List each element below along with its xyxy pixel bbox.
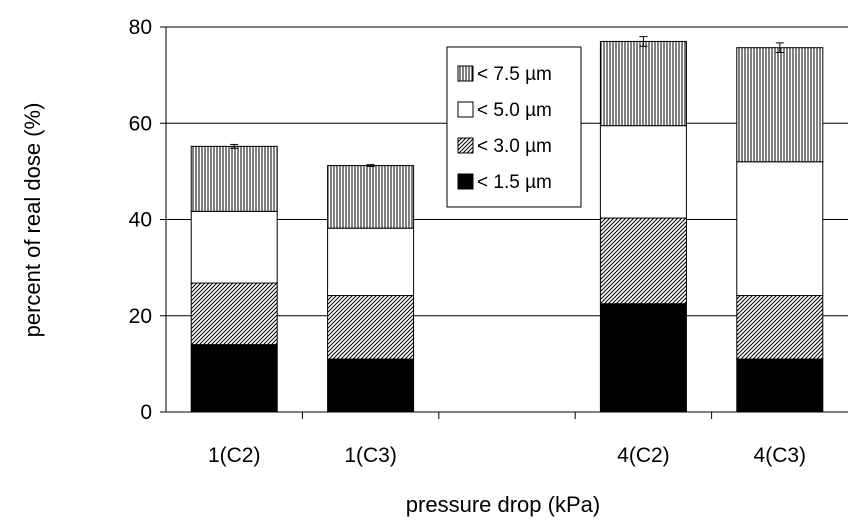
y-tick-label: 80 <box>129 16 152 39</box>
bar-segment <box>190 210 278 284</box>
x-axis-title: pressure drop (kPa) <box>406 492 600 517</box>
error-bars <box>230 36 784 168</box>
legend-label: < 3.0 µm <box>477 136 552 157</box>
bar-segment <box>599 303 687 413</box>
bar-segment <box>599 217 687 305</box>
bars <box>190 40 824 413</box>
y-tick-label: 60 <box>129 112 152 135</box>
bar-segment <box>599 40 687 127</box>
bar-segment <box>327 358 415 413</box>
bar-segment <box>190 344 278 413</box>
bar-segment <box>736 161 824 297</box>
bar-segment <box>190 282 278 346</box>
x-tick-label: 4(C2) <box>617 444 670 467</box>
y-tick-label: 40 <box>129 209 152 232</box>
legend-swatch <box>457 137 474 154</box>
legend-label: < 7.5 µm <box>477 64 552 85</box>
legend-label: < 5.0 µm <box>477 100 552 121</box>
x-tick-label: 1(C3) <box>344 444 397 467</box>
legend-swatch <box>457 173 474 190</box>
legend: < 7.5 µm < 5.0 µm < 3.0 µm < 1.5 µm <box>446 46 582 208</box>
y-axis-ticks: 0 20 40 60 80 <box>129 16 166 424</box>
legend-swatch <box>457 101 474 118</box>
legend-label: < 1.5 µm <box>477 172 552 193</box>
bar-segment <box>736 358 824 413</box>
x-axis-ticks: 1(C2) 1(C3) 4(C2) 4(C3) <box>208 412 806 467</box>
bar-segment <box>736 47 824 163</box>
y-tick-label: 20 <box>129 305 152 328</box>
x-tick-label: 4(C3) <box>754 444 807 467</box>
bar-segment <box>190 145 278 212</box>
bar-segment <box>327 227 415 297</box>
bar-segment <box>327 295 415 360</box>
y-axis-title: percent of real dose (%) <box>20 103 45 338</box>
x-tick-label: 1(C2) <box>208 444 261 467</box>
bar-segment <box>327 165 415 229</box>
bar-segment <box>736 295 824 360</box>
bar-segment <box>599 125 687 219</box>
y-tick-label: 0 <box>140 401 152 424</box>
legend-swatch <box>457 65 474 82</box>
